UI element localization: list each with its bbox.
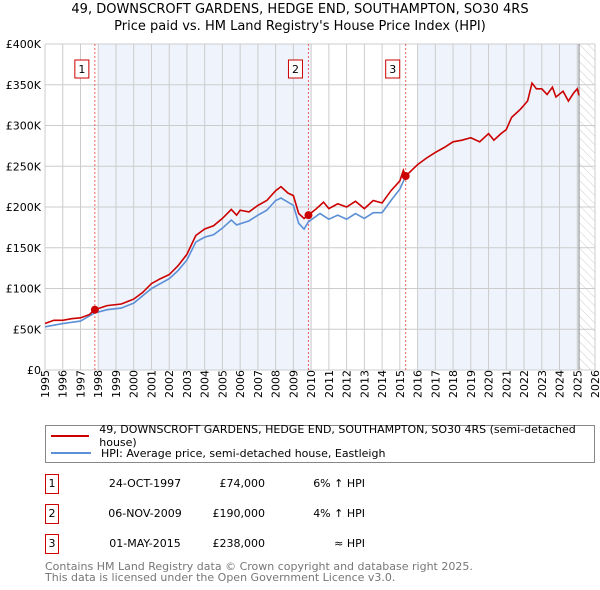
sale-date: 24-OCT-1997 bbox=[108, 477, 182, 490]
chart-subtitle: Price paid vs. HM Land Registry's House … bbox=[114, 19, 486, 34]
x-tick-label: 2004 bbox=[199, 370, 212, 398]
x-tick-label: 2013 bbox=[358, 370, 371, 398]
x-tick-label: 2024 bbox=[554, 370, 567, 398]
x-tick-label: 2021 bbox=[500, 370, 513, 398]
x-tick-label: 2025 bbox=[571, 370, 584, 398]
legend-swatch-blue bbox=[51, 452, 91, 454]
x-tick-label: 2007 bbox=[252, 370, 265, 398]
y-tick-label: £50K bbox=[13, 323, 42, 336]
y-tick-label: £300K bbox=[6, 120, 42, 133]
legend-item-hpi: HPI: Average price, semi-detached house,… bbox=[46, 444, 385, 462]
x-tick-label: 1997 bbox=[74, 370, 87, 398]
x-tick-label: 2006 bbox=[234, 370, 247, 398]
x-tick-label: 2014 bbox=[376, 370, 389, 398]
legend: 49, DOWNSCROFT GARDENS, HEDGE END, SOUTH… bbox=[45, 423, 595, 463]
x-tick-label: 2015 bbox=[394, 370, 407, 398]
x-tick-label: 2020 bbox=[483, 370, 496, 398]
property-price-line bbox=[44, 81, 580, 325]
x-tick-label: 2019 bbox=[465, 370, 478, 398]
x-tick-label: 2001 bbox=[145, 370, 158, 398]
x-tick-label: 1995 bbox=[39, 370, 52, 398]
sale-label: 1 bbox=[78, 63, 85, 76]
price-chart: 1995 1996 1997 1998 1999 2000 2001 2002 2003 2004… bbox=[6, 38, 600, 398]
x-tick-label: 2012 bbox=[341, 370, 354, 398]
sale-number-badge: 2 bbox=[45, 504, 59, 524]
x-tick-label: 2002 bbox=[163, 370, 176, 398]
sale-price: £74,000 bbox=[219, 477, 266, 490]
y-tick-label: £350K bbox=[6, 79, 42, 92]
y-tick-label: £0 bbox=[27, 364, 41, 377]
x-tick-label: 1999 bbox=[110, 370, 123, 398]
sale-label: 3 bbox=[389, 63, 396, 76]
legend-item-property: 49, DOWNSCROFT GARDENS, HEDGE END, SOUTH… bbox=[46, 423, 594, 449]
sale-label: 2 bbox=[292, 63, 299, 76]
y-tick-label: £150K bbox=[6, 242, 42, 255]
legend-label: 49, DOWNSCROFT GARDENS, HEDGE END, SOUTH… bbox=[99, 423, 576, 449]
sale-point bbox=[401, 172, 410, 181]
sale-row: 1 24-OCT-1997 £74,000 6% ↑ HPI bbox=[45, 474, 445, 496]
footer-licence: This data is licensed under the Open Gov… bbox=[45, 571, 396, 584]
x-tick-label: 2017 bbox=[429, 370, 442, 398]
x-tick-label: 2011 bbox=[323, 370, 336, 398]
y-tick-label: £250K bbox=[6, 160, 42, 173]
legend-swatch-red bbox=[51, 435, 90, 437]
x-tick-label: 2023 bbox=[536, 370, 549, 398]
x-tick-label: 2018 bbox=[447, 370, 460, 398]
footer-copyright: Contains HM Land Registry data © Crown c… bbox=[45, 560, 473, 573]
sale-row: 2 06-NOV-2009 £190,000 4% ↑ HPI bbox=[45, 504, 445, 526]
hpi-line bbox=[44, 175, 407, 328]
legend-label: HPI: Average price, semi-detached house,… bbox=[101, 446, 386, 460]
sale-price: £238,000 bbox=[212, 537, 266, 550]
y-tick-label: £100K bbox=[6, 283, 42, 296]
sale-hpi-comparison: 6% ↑ HPI bbox=[313, 477, 365, 490]
sale-number-badge: 1 bbox=[45, 474, 59, 494]
sale-label-box bbox=[287, 59, 303, 79]
sale-date: 06-NOV-2009 bbox=[108, 507, 182, 520]
x-tick-label: 2010 bbox=[305, 370, 318, 398]
x-tick-label: 2022 bbox=[518, 370, 531, 398]
sale-date: 01-MAY-2015 bbox=[109, 537, 181, 550]
y-tick-label: £200K bbox=[6, 201, 42, 214]
sale-point bbox=[304, 211, 313, 220]
x-tick-label: 1998 bbox=[92, 370, 105, 398]
x-tick-label: 2008 bbox=[270, 370, 283, 398]
sale-price: £190,000 bbox=[212, 507, 266, 520]
sale-label-box bbox=[74, 59, 90, 79]
sale-hpi-comparison: 4% ↑ HPI bbox=[313, 507, 365, 520]
sale-hpi-comparison: ≈ HPI bbox=[334, 537, 365, 550]
x-tick-label: 2026 bbox=[589, 370, 600, 398]
chart-title: 49, DOWNSCROFT GARDENS, HEDGE END, SOUTH… bbox=[71, 2, 529, 17]
y-tick-label: £400K bbox=[6, 38, 42, 51]
sale-number-badge: 3 bbox=[45, 534, 59, 554]
x-tick-label: 2016 bbox=[412, 370, 425, 398]
x-tick-label: 2005 bbox=[216, 370, 229, 398]
x-tick-label: 2000 bbox=[128, 370, 141, 398]
x-tick-label: 2009 bbox=[287, 370, 300, 398]
x-tick-label: 1996 bbox=[57, 370, 70, 398]
sale-row: 3 01-MAY-2015 £238,000 ≈ HPI bbox=[45, 534, 445, 556]
sale-label-box bbox=[385, 59, 401, 79]
sale-point bbox=[90, 305, 99, 314]
x-tick-label: 2003 bbox=[181, 370, 194, 398]
